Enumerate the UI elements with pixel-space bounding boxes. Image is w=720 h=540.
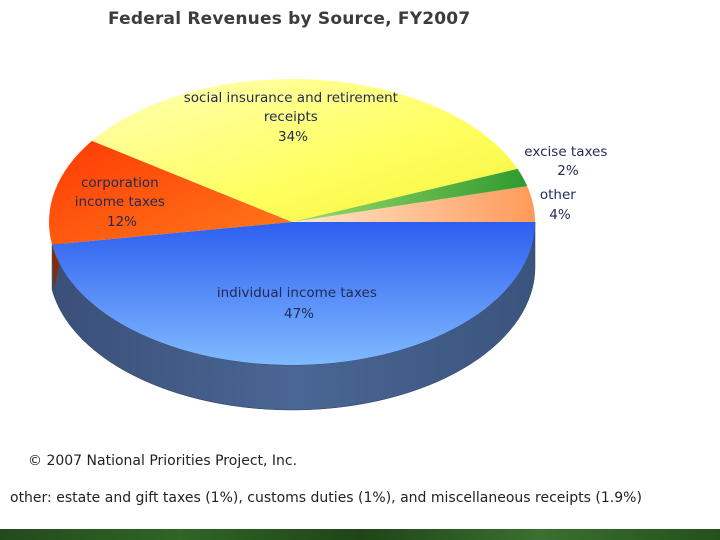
slice-individual-income-taxes: [52, 222, 536, 366]
label-other: other 4%: [540, 187, 580, 223]
label-corporation-value: 12%: [107, 214, 137, 230]
copyright-text: © 2007 National Priorities Project, Inc.: [28, 453, 298, 469]
label-excise-value: 2%: [557, 163, 579, 179]
label-individual-value: 47%: [284, 306, 314, 322]
bottom-decorative-band: [0, 529, 720, 540]
footnote-text: other: estate and gift taxes (1%), custo…: [10, 490, 642, 506]
label-social-line2: receipts: [264, 109, 318, 125]
chart-title: Federal Revenues by Source, FY2007: [108, 9, 471, 29]
pie-chart: individual income taxes 47% corporation …: [48, 79, 611, 411]
label-individual: individual income taxes 47%: [217, 285, 381, 322]
label-social-value: 34%: [278, 129, 308, 145]
slice-social-insurance: [91, 79, 518, 223]
label-corporation-line2: income taxes: [75, 194, 165, 210]
label-individual-name: individual income taxes: [217, 285, 377, 301]
label-other-name: other: [540, 187, 576, 203]
slice-corporation-income-taxes: [48, 140, 292, 245]
label-social-line1: social insurance and retirement: [184, 90, 398, 106]
label-other-value: 4%: [549, 207, 571, 223]
label-excise: excise taxes 2%: [524, 144, 611, 179]
slice-other: [292, 186, 535, 222]
label-social: social insurance and retirement receipts…: [184, 90, 403, 145]
slice-excise-taxes: [292, 168, 528, 222]
label-corporation: corporation income taxes 12%: [75, 175, 170, 230]
label-excise-name: excise taxes: [524, 144, 607, 160]
label-corporation-line1: corporation: [81, 175, 159, 191]
